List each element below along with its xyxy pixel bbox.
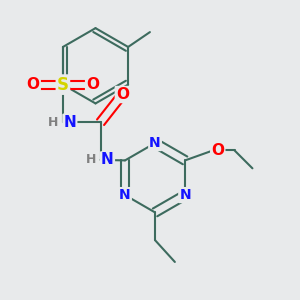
Text: O: O — [116, 87, 129, 102]
Text: H: H — [48, 116, 58, 129]
Text: N: N — [64, 115, 76, 130]
Text: O: O — [27, 77, 40, 92]
Text: N: N — [179, 188, 191, 202]
Text: N: N — [119, 188, 131, 202]
Text: H: H — [85, 153, 96, 167]
Text: O: O — [86, 77, 99, 92]
Text: N: N — [101, 152, 114, 167]
Text: O: O — [211, 143, 224, 158]
Text: S: S — [57, 76, 69, 94]
Text: N: N — [149, 136, 161, 150]
